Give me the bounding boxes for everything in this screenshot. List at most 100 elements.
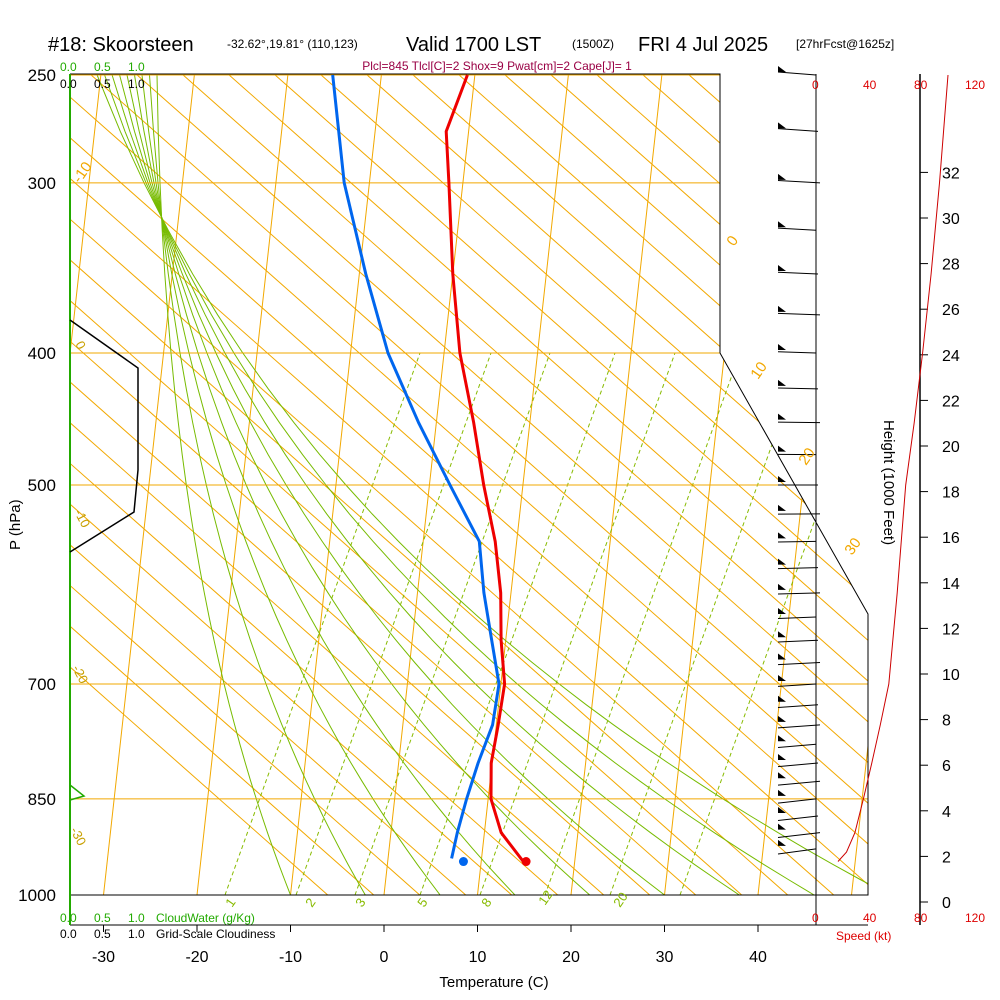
wind-flag: [778, 173, 786, 180]
wind-flag: [778, 653, 786, 660]
wind-barbs: [777, 66, 821, 855]
pressure-tick-label: 700: [28, 675, 56, 694]
speed-scale-label: 80: [914, 911, 928, 925]
mixing-ratio-line: [419, 352, 616, 895]
height-tick-label: 28: [942, 257, 960, 274]
speed-scale-label: 0: [812, 78, 819, 92]
wind-barb: [777, 567, 819, 570]
temperature-curve: [444, 74, 527, 866]
wind-flag: [778, 631, 786, 638]
height-tick-label: 14: [942, 576, 960, 593]
surface-dewpoint-point: [458, 857, 468, 867]
wind-flag: [778, 66, 786, 72]
pressure-tick-label: 250: [28, 66, 56, 85]
wind-barb: [777, 421, 821, 424]
wind-barb: [777, 815, 819, 822]
cloud-scale-label: 1.0: [128, 60, 145, 74]
mixing-ratio-line: [479, 352, 676, 895]
wind-barb: [777, 743, 817, 749]
temperature-tick-label: 40: [749, 949, 767, 966]
height-tick-label: 4: [942, 804, 951, 821]
height-tick-label: 10: [942, 667, 960, 684]
mixing-ratio-line: [354, 352, 551, 895]
height-tick-label: 20: [942, 439, 960, 456]
cloud-scale-label: 0.5: [94, 911, 111, 925]
isotherm-line: [70, 74, 102, 895]
temperature-tick-label: 30: [656, 949, 674, 966]
speed-scale-label: 80: [914, 78, 928, 92]
wind-barb: [777, 592, 821, 595]
wind-barb: [777, 71, 817, 76]
wind-flag: [778, 607, 786, 614]
wind-barb: [777, 271, 819, 275]
height-profile-curve: [837, 74, 949, 862]
wind-flag: [778, 807, 786, 814]
wind-barb: [777, 128, 819, 132]
wind-flag: [778, 379, 786, 386]
wind-barb: [777, 639, 819, 643]
wind-barb: [777, 798, 817, 804]
speed-scale-label: 0: [812, 911, 819, 925]
pressure-tick-label: 400: [28, 344, 56, 363]
height-axis-title: Height (1000 Feet): [880, 420, 897, 545]
temperature-tick-label: 0: [380, 949, 389, 966]
height-tick-label: 0: [942, 895, 951, 912]
cloud-scale-label: 0.5: [94, 927, 111, 941]
height-tick-label: 18: [942, 485, 960, 502]
wind-flag: [778, 695, 786, 702]
wind-barb: [777, 616, 817, 619]
temperature-tick-label: 10: [469, 949, 487, 966]
speed-scale-label: 120: [965, 78, 985, 92]
temperature-tick-label: 20: [562, 949, 580, 966]
mixing-ratio-line: [544, 352, 741, 895]
speed-scale-label: 40: [863, 911, 877, 925]
height-tick-label: 6: [942, 758, 951, 775]
speed-axis-title: Speed (kt): [836, 929, 891, 943]
wind-flag: [778, 558, 786, 565]
wind-flag: [778, 476, 786, 482]
cloud-scale-label: 0.0: [60, 60, 77, 74]
cloud-scale-label: 1.0: [128, 77, 145, 91]
dry-adiabat-line: [411, 74, 868, 895]
cloud-scale-label: 0.0: [60, 911, 77, 925]
wind-flag: [778, 789, 786, 796]
pressure-tick-label: 1000: [18, 886, 56, 905]
wind-barb: [777, 351, 817, 354]
wind-flag: [778, 583, 786, 590]
wind-barb: [777, 832, 821, 838]
wind-flag: [778, 675, 786, 682]
cloud-scale-label: 0.0: [60, 77, 77, 91]
wind-barb: [777, 179, 821, 184]
cloud-scale-label: 1.0: [128, 911, 145, 925]
wind-flag: [778, 839, 786, 846]
surface-temperature-point: [521, 857, 531, 867]
wind-flag: [778, 823, 786, 830]
wind-barb: [777, 780, 821, 786]
speed-scale-label: 40: [863, 78, 877, 92]
moist-adiabat-line: [104, 74, 815, 895]
wind-flag: [778, 344, 786, 351]
isotherm-line: [851, 74, 868, 895]
plot-frame: [70, 73, 869, 896]
wind-flag: [778, 754, 786, 761]
wind-barb: [777, 724, 821, 729]
pressure-tick-label: 300: [28, 174, 56, 193]
height-tick-label: 26: [942, 302, 960, 319]
wind-flag: [778, 532, 786, 539]
dry-adiabat-line: [549, 74, 868, 895]
wind-flag: [778, 715, 786, 722]
moist-adiabat-line: [119, 74, 665, 895]
wind-barb: [777, 227, 817, 231]
mixing-ratio-line: [224, 352, 421, 895]
dry-adiabat-line: [70, 74, 375, 895]
wind-barb: [777, 312, 821, 316]
cloud-scale-label: 0.0: [60, 927, 77, 941]
wind-barb: [777, 662, 821, 666]
dry-adiabat-line: [70, 74, 421, 895]
dewpoint-curve: [331, 74, 501, 859]
wind-flag: [778, 265, 786, 272]
cloudiness-profile: [69, 319, 139, 553]
pressure-tick-label: 500: [28, 476, 56, 495]
